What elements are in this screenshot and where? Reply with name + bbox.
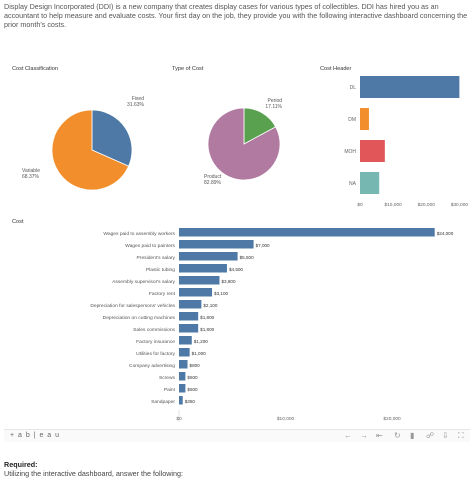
cost-value-label: $1,800 (200, 315, 214, 320)
undo-icon[interactable]: ← (344, 431, 352, 440)
cost-bar[interactable] (179, 312, 199, 321)
cost-bar[interactable] (179, 228, 435, 237)
header-bar-dl[interactable] (360, 76, 460, 98)
cost-value-label: $3,800 (221, 279, 235, 284)
header-tick-label: $30,000 (451, 202, 469, 208)
product-pct: 82.89% (204, 180, 221, 186)
variable-name: Variable (22, 168, 40, 174)
cost-value-label: $3,100 (214, 291, 228, 296)
cost-bar[interactable] (179, 240, 254, 249)
download-icon[interactable]: ⇩ (442, 431, 449, 440)
cost-bar[interactable] (179, 336, 192, 345)
cost-tick-label: $0 (176, 416, 182, 422)
pie-slice-product[interactable] (208, 108, 280, 180)
revert-icon[interactable]: ⇤ (376, 431, 383, 440)
redo-icon[interactable]: → (360, 431, 368, 440)
cost-bar-chart[interactable]: Wages paid to assembly workers $24,000 Wag… (4, 224, 470, 424)
cost-value-label: $2,100 (203, 303, 217, 308)
pie-slice-variable[interactable] (52, 110, 130, 190)
required-title: Required: (4, 460, 38, 469)
cost-bar[interactable] (179, 324, 199, 333)
cost-bar[interactable] (179, 276, 220, 285)
cost-header-title: Cost Header (320, 66, 352, 72)
cost-bar[interactable] (179, 360, 188, 369)
variable-label: Variable 68.37% (22, 168, 66, 180)
pause-icon[interactable]: ▮ (410, 431, 415, 440)
header-category-label: DL (350, 85, 357, 91)
period-name: Period (267, 98, 282, 104)
cost-category-label: Utilities for factory (136, 351, 175, 357)
cost-category-label: Screws (159, 375, 176, 381)
cost-value-label: $800 (190, 363, 201, 368)
cost-value-label: $1,800 (200, 327, 214, 332)
fixed-name: Fixed (131, 96, 144, 102)
cost-classification-pie[interactable] (52, 110, 132, 190)
cost-bar[interactable] (179, 372, 186, 381)
cost-category-label: Depreciation for salespersons' vehicles (90, 303, 175, 309)
cost-value-label: $24,000 (437, 231, 454, 236)
cost-classification-title: Cost Classification (12, 66, 59, 72)
cost-bar[interactable] (179, 384, 186, 393)
type-of-cost-pie[interactable] (208, 108, 280, 180)
cost-bar[interactable] (179, 396, 183, 405)
refresh-icon[interactable]: ↻ (394, 431, 401, 440)
header-category-label: NA (349, 181, 357, 187)
cost-category-label: Sandpaper (151, 399, 175, 405)
cost-category-label: Wages paid to assembly workers (103, 231, 175, 237)
header-bar-na[interactable] (360, 172, 380, 194)
required-text: Utilizing the interactive dashboard, ans… (4, 469, 183, 478)
cost-bar[interactable] (179, 300, 202, 309)
cost-category-label: Plastic tubing (146, 267, 175, 273)
variable-pct: 68.37% (22, 174, 39, 180)
cost-category-label: Company advertising (129, 363, 175, 369)
cost-bar[interactable] (179, 348, 190, 357)
period-pct: 17.11% (265, 104, 282, 110)
intro-text: Display Design Incorporated (DDI) is a n… (4, 2, 468, 29)
cost-value-label: $1,000 (192, 351, 206, 356)
cost-title: Cost (12, 219, 24, 225)
header-tick-label: $0 (357, 202, 363, 208)
cost-bar[interactable] (179, 264, 227, 273)
cost-category-label: Assembly supervisor's salary (112, 279, 175, 285)
cost-bar[interactable] (179, 252, 238, 261)
cost-value-label: $7,000 (256, 243, 270, 248)
product-label: Product 82.89% (204, 174, 244, 186)
tableau-logo[interactable]: + a b | e a u (10, 432, 61, 439)
fullscreen-icon[interactable]: ⛶ (458, 431, 464, 440)
cost-value-label: $600 (187, 375, 198, 380)
product-name: Product (204, 174, 222, 180)
cost-category-label: Sales commissions (133, 327, 175, 333)
cost-category-label: Depreciation on cutting machines (103, 315, 176, 321)
pie-slice-fixed[interactable] (91, 110, 132, 167)
fixed-pct: 31.63% (127, 102, 144, 108)
header-bar-dm[interactable] (360, 108, 369, 130)
header-bar-moh[interactable] (360, 140, 385, 162)
header-tick-label: $20,000 (418, 202, 436, 208)
cost-header-bar-chart[interactable]: DL DM MOH NA $0 $10,000 $20,000 $30,000 (320, 74, 470, 224)
cost-value-label: $4,500 (229, 267, 243, 272)
tableau-toolbar: + a b | e a u ← → ⇤ ↻ ▮ ☍ ⇩ ⛶ (4, 429, 470, 442)
cost-value-label: $1,200 (194, 339, 208, 344)
cost-bar[interactable] (179, 288, 213, 297)
cost-category-label: Factory insurance (136, 339, 175, 345)
header-tick-label: $10,000 (384, 202, 402, 208)
type-of-cost-title: Type of Cost (172, 66, 204, 72)
cost-category-label: Factory rent (149, 291, 176, 297)
required-heading: Required: (4, 460, 38, 469)
cost-category-label: Paint (164, 387, 176, 393)
cost-category-label: Wages paid to painters (125, 243, 175, 249)
period-label: Period 17.11% (242, 98, 282, 110)
tableau-dashboard[interactable]: Cost Classification Fixed 31.63% Variabl… (4, 56, 470, 442)
cost-tick-label: $20,000 (383, 416, 401, 422)
cost-value-label: $350 (185, 399, 196, 404)
cost-tick-label: $10,000 (277, 416, 295, 422)
header-category-label: DM (348, 117, 356, 123)
fixed-label: Fixed 31.63% (100, 96, 144, 108)
cost-value-label: $600 (187, 387, 198, 392)
share-icon[interactable]: ☍ (426, 431, 435, 440)
cost-value-label: $5,500 (240, 255, 254, 260)
header-category-label: MOH (344, 149, 356, 155)
cost-category-label: President's salary (137, 255, 176, 261)
